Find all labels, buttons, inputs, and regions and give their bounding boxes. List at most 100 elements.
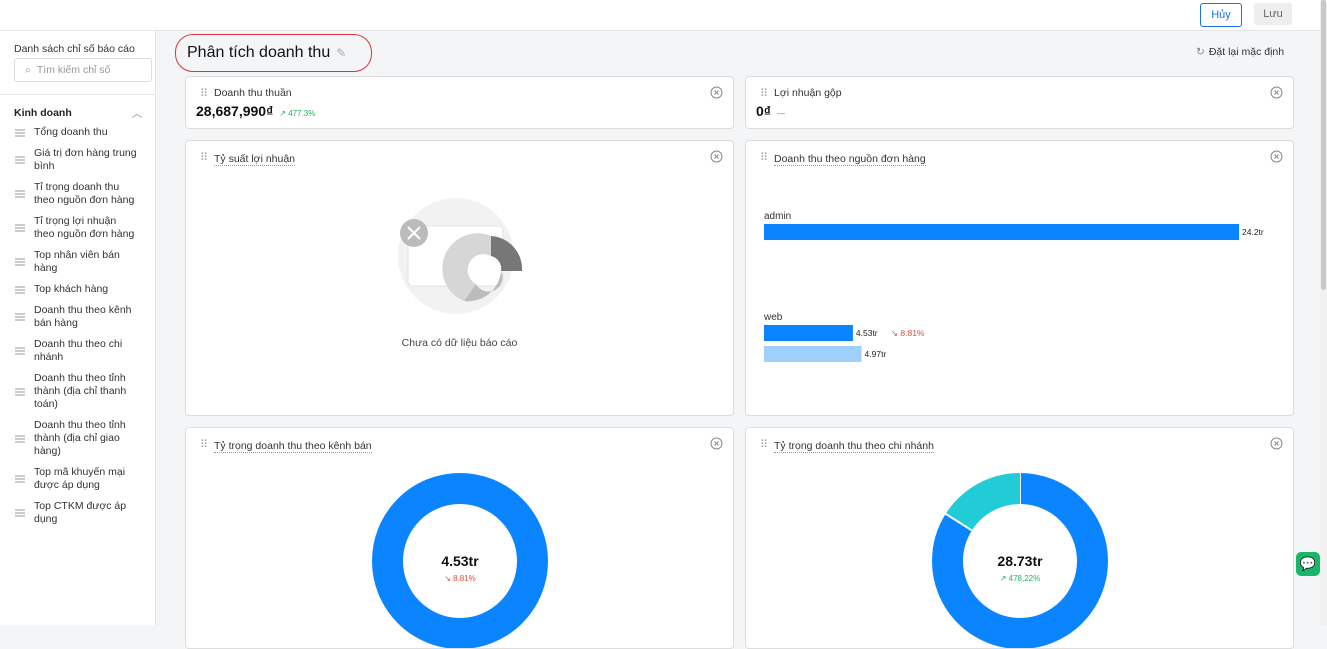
kpi-value-text: 28,687,990₫	[196, 103, 274, 119]
icon-shape	[15, 509, 25, 517]
item-icon	[15, 129, 25, 136]
item-text: Giá trị đơn hàng trung bình	[34, 147, 137, 172]
report-title[interactable]: Phân tích doanh thu ✎	[187, 44, 347, 61]
item-icon	[15, 388, 25, 395]
sidebar-item[interactable]: Doanh thu theo chi nhánh	[14, 338, 139, 364]
bar	[764, 224, 1239, 240]
sidebar-item[interactable]: Tỉ trọng lợi nhuận theo nguồn đơn hàng	[14, 215, 139, 241]
segment-gap	[945, 513, 973, 532]
sidebar-item[interactable]: Doanh thu theo tỉnh thành (địa chỉ giao …	[14, 419, 139, 458]
icon-shape	[15, 286, 25, 293]
item-icon	[15, 347, 25, 355]
close-icon[interactable]	[1270, 437, 1283, 450]
card-title: Tỷ suất lợi nhuận	[214, 153, 296, 166]
sidebar-list: Tổng doanh thu Giá trị đơn hàng trung bìn…	[0, 126, 139, 534]
category-label: web	[763, 312, 783, 323]
empty-text: Chưa có dữ liệu báo cáo	[401, 337, 518, 349]
item-icon	[15, 190, 25, 198]
item-text: Top mã khuyến mại được áp dụng	[34, 466, 126, 491]
item-text: Top CTKM được áp dụng	[34, 500, 127, 525]
item-icon	[15, 258, 25, 266]
sidebar-item[interactable]: Top nhân viên bán hàng	[14, 249, 139, 275]
item-icon	[15, 286, 25, 293]
close-cross	[1274, 90, 1279, 95]
collapse-icon[interactable]: ︿	[132, 109, 142, 120]
close-cross	[714, 441, 719, 446]
close-circle	[1270, 437, 1283, 450]
kpi-value-text: 0₫	[756, 103, 771, 119]
item-text: Doanh thu theo kênh bán hàng	[34, 304, 132, 329]
icon-shape	[15, 129, 25, 136]
close-cross	[1274, 441, 1279, 446]
kpi-card: ⠿ Lợi nhuận gộp 0₫ —	[745, 76, 1294, 129]
search-box[interactable]: ⌕ Tìm kiếm chỉ số	[14, 58, 152, 82]
item-text: Tổng doanh thu	[34, 126, 108, 138]
value-label: 24.2tr	[1242, 227, 1264, 237]
close-icon[interactable]	[710, 150, 723, 163]
category-label: admin	[764, 211, 791, 222]
icon-shape	[15, 347, 25, 355]
save-button[interactable]: Lưu	[1254, 3, 1292, 25]
bar	[764, 325, 853, 341]
center-change: ↗ 478,22%	[1000, 574, 1041, 583]
icon-shape	[15, 258, 25, 266]
card-title: Tỷ trọng doanh thu theo kênh bán	[214, 440, 372, 453]
item-icon	[15, 509, 25, 517]
close-circle	[1270, 86, 1283, 99]
reset-button[interactable]: ↻ Đặt lại mặc định	[1196, 46, 1285, 58]
item-text: Doanh thu theo chi nhánh	[34, 338, 123, 363]
scrollbar	[1320, 0, 1327, 625]
profit-card: ⠿ Tỷ suất lợi nhuận Chưa có dữ liệu báo c…	[185, 140, 734, 416]
reset-text: Đặt lại mặc định	[1208, 46, 1285, 58]
item-text: Tỉ trọng doanh thu theo nguồn đơn hàng	[34, 181, 135, 206]
value-label: 4.53tr	[856, 328, 878, 338]
sidebar-item[interactable]: Tổng doanh thu	[14, 126, 139, 139]
chat-button[interactable]: 💬	[1296, 552, 1320, 576]
sidebar-item[interactable]: Doanh thu theo kênh bán hàng	[14, 304, 139, 330]
close-icon[interactable]	[710, 86, 723, 99]
drag-handle: ⠿	[200, 88, 209, 100]
item-icon	[15, 224, 25, 232]
search-placeholder: Tìm kiếm chỉ số	[36, 64, 111, 76]
sidebar-title: Danh sách chỉ số báo cáo	[14, 43, 135, 55]
item-icon	[15, 156, 25, 164]
value-label: 4.97tr	[865, 349, 887, 359]
kpi-value: 0₫ —	[756, 103, 785, 119]
bar	[764, 346, 862, 362]
donut-chart: 28.73tr ↗ 478,22%	[932, 473, 1108, 648]
sidebar-item[interactable]: Top CTKM được áp dụng	[14, 500, 139, 526]
sidebar-item[interactable]: Top khách hàng	[14, 283, 139, 296]
divider	[0, 94, 155, 95]
item-icon	[15, 435, 25, 442]
icon-shape	[15, 475, 25, 483]
card-title: Doanh thu theo nguồn đơn hàng	[774, 153, 926, 166]
item-text: Doanh thu theo tỉnh thành (địa chỉ giao …	[34, 419, 126, 457]
report-title-text: Phân tích doanh thu	[187, 44, 331, 61]
sidebar-item[interactable]: Top mã khuyến mại được áp dụng	[14, 466, 139, 492]
sidebar: Danh sách chỉ số báo cáo ⌕ Tìm kiếm chỉ s…	[0, 31, 156, 625]
kpi-card: ⠿ Doanh thu thuần 28,687,990₫ ↗ 477.3%	[185, 76, 734, 129]
icon-shape	[15, 190, 25, 198]
close-cross	[714, 154, 719, 159]
close-cross	[1274, 154, 1279, 159]
icon-shape	[15, 435, 25, 442]
close-cross	[714, 90, 719, 95]
close-icon[interactable]	[1270, 150, 1283, 163]
close-icon[interactable]	[1270, 86, 1283, 99]
sidebar-item[interactable]: Tỉ trọng doanh thu theo nguồn đơn hàng	[14, 181, 139, 207]
donut-segment	[932, 473, 1108, 648]
center-change: ↘ 8.81%	[444, 574, 476, 583]
item-text: Tỉ trọng lợi nhuận theo nguồn đơn hàng	[34, 215, 135, 240]
close-circle	[710, 86, 723, 99]
close-circle	[1270, 150, 1283, 163]
branch-card: ⠿ Tỷ trọng doanh thu theo chi nhánh 28.73…	[745, 427, 1294, 649]
kpi-change: —	[776, 109, 785, 118]
group-title[interactable]: Kinh doanh	[14, 107, 72, 119]
center-value: 28.73tr	[997, 553, 1043, 569]
close-circle	[710, 150, 723, 163]
close-icon[interactable]	[710, 437, 723, 450]
sidebar-item[interactable]: Doanh thu theo tỉnh thành (địa chỉ thanh…	[14, 372, 139, 411]
cancel-button[interactable]: Hủy	[1200, 3, 1242, 27]
icon-shape	[15, 388, 25, 395]
sidebar-item[interactable]: Giá trị đơn hàng trung bình	[14, 147, 139, 173]
